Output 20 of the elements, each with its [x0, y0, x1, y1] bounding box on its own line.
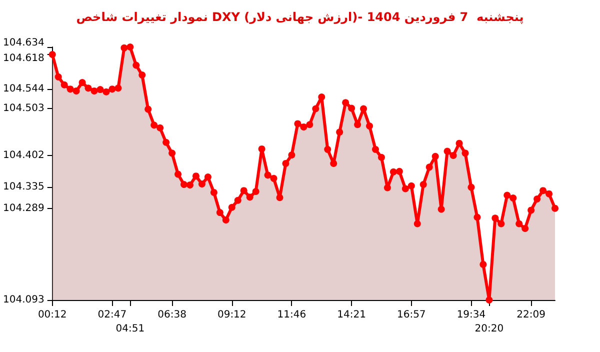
x-tick-label: 20:20 [474, 324, 504, 334]
x-tick-label: 22:09 [516, 310, 546, 320]
y-tick-label: 104.618 [2, 52, 44, 64]
chart-title: نمودار تغییرات شاخص DXY (ارزش جهانی دلار)- پنجشنبه 7 فروردین 1404 [76, 10, 524, 24]
x-tick-label: 06:38 [158, 310, 186, 320]
x-tick-label: 14:21 [337, 310, 366, 320]
x-tick-label: 09:12 [217, 310, 246, 320]
x-tick-label: 11:46 [277, 310, 306, 320]
x-tick-label: 16:57 [396, 310, 426, 320]
y-tick-label: 104.503 [2, 102, 44, 114]
x-tick-label: 02:47 [98, 310, 127, 320]
y-tick-label: 104.289 [2, 202, 44, 214]
x-tick-label: 19:34 [456, 310, 486, 320]
y-tick-label: 104.335 [2, 181, 44, 192]
y-tick-label: 104.402 [2, 150, 44, 161]
y-tick-label: 104.544 [2, 84, 44, 95]
y-tick-label: 104.634 [2, 38, 44, 48]
x-tick-label: 04:51 [116, 324, 145, 334]
x-tick-label: 00:12 [38, 310, 67, 320]
y-tick-label: 104.093 [2, 294, 44, 306]
